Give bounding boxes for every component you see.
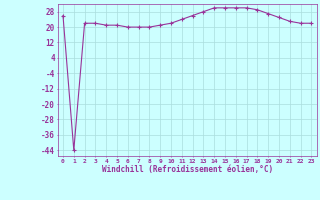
X-axis label: Windchill (Refroidissement éolien,°C): Windchill (Refroidissement éolien,°C) — [102, 165, 273, 174]
